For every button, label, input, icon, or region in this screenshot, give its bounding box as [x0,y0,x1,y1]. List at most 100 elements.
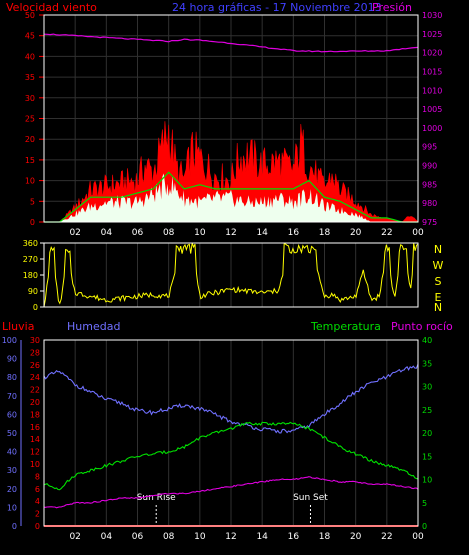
temperature-y-tick: 35 [422,359,432,368]
pressure-y-tick: 1025 [422,30,442,39]
wind-x-tick: 14 [256,228,268,238]
wind-y-tick: 45 [25,32,35,41]
wind-speed-panel: 0510152025303540455097598098599099510001… [25,11,443,238]
climate-panel: 0246810121416182022242628300102030405060… [2,336,432,542]
wind-x-tick: 20 [350,228,362,238]
temperature-y-tick: 40 [422,336,432,345]
wind-average-line [44,171,418,223]
rain-y-tick: 6 [35,485,40,494]
rain-y-tick: 24 [30,373,40,382]
humidity-y-tick: 20 [7,485,17,494]
climate-x-tick: 02 [69,532,80,542]
chart-date-title: 24 hora gráficas - 17 Noviembre 2013 [172,1,382,14]
humidity-y-tick: 90 [7,355,17,364]
climate-x-tick: 06 [132,532,144,542]
climate-x-tick: 18 [319,532,331,542]
wind-x-tick: 18 [319,228,331,238]
rain-legend: Lluvia [2,320,34,333]
wind-y-tick: 50 [25,11,35,20]
temperature-line [43,421,419,491]
rain-y-tick: 12 [30,448,40,457]
humidity-legend: Humedad [67,320,120,333]
wind-y-tick: 25 [25,115,35,124]
pressure-y-tick: 975 [422,218,437,227]
rain-y-tick: 2 [35,510,40,519]
wind-average-fill [44,173,418,222]
rain-y-tick: 4 [35,497,40,506]
climate-x-tick: 10 [194,532,206,542]
humidity-y-tick: 10 [7,503,17,512]
compass-label: W [433,259,444,272]
climate-frame [43,339,419,527]
direction-y-tick: 270 [23,255,38,264]
compass-label: N [434,243,442,256]
rain-y-tick: 20 [30,398,40,407]
pressure-y-tick: 1000 [422,124,442,133]
climate-x-tick: 16 [288,532,300,542]
pressure-y-tick: 1010 [422,86,442,95]
pressure-y-tick: 1030 [422,11,442,20]
climate-x-tick: 00 [412,532,424,542]
rain-y-tick: 28 [30,348,40,357]
temperature-legend: Temperatura [310,320,381,333]
wind-speed-title: Velocidad viento [6,1,97,14]
humidity-y-tick: 50 [7,429,17,438]
wind-x-tick: 08 [163,228,175,238]
humidity-y-tick: 40 [7,448,17,457]
temperature-y-tick: 0 [422,522,427,531]
temperature-y-tick: 30 [422,383,432,392]
humidity-y-tick: 100 [2,336,17,345]
sunset-label: Sun Set [293,493,328,503]
wind-y-tick: 15 [25,156,35,165]
rain-y-tick: 8 [35,472,40,481]
compass-label: N [434,301,442,314]
humidity-y-tick: 60 [7,410,17,419]
wind-x-tick: 16 [288,228,300,238]
rain-y-tick: 0 [35,522,40,531]
pressure-y-tick: 1005 [422,105,442,114]
pressure-y-tick: 990 [422,162,437,171]
rain-y-tick: 18 [30,410,40,419]
climate-x-tick: 14 [256,532,268,542]
pressure-y-tick: 980 [422,199,437,208]
direction-y-tick: 360 [23,239,38,248]
wind-direction-line [43,242,419,308]
wind-x-tick: 12 [225,228,236,238]
direction-y-tick: 90 [28,287,38,296]
direction-frame [43,242,419,308]
rain-y-tick: 26 [30,361,40,370]
direction-y-tick: 0 [33,303,38,312]
climate-x-tick: 22 [381,532,392,542]
sunrise-label: Sun Rise [137,493,176,503]
temperature-y-tick: 20 [422,429,432,438]
wind-y-tick: 40 [25,52,35,61]
pressure-y-tick: 995 [422,143,437,152]
rain-y-tick: 10 [30,460,40,469]
pressure-y-tick: 1015 [422,67,442,76]
wind-y-tick: 30 [25,94,35,103]
temperature-y-tick: 15 [422,452,432,461]
compass-label: E [435,291,442,304]
wind-y-tick: 10 [25,177,35,186]
climate-x-tick: 08 [163,532,175,542]
wind-x-tick: 00 [412,228,424,238]
temperature-y-tick: 10 [422,476,432,485]
humidity-y-tick: 30 [7,466,17,475]
pressure-y-tick: 1020 [422,49,442,58]
wind-y-tick: 35 [25,73,35,82]
dewpoint-line [43,476,419,509]
temperature-y-tick: 5 [422,499,427,508]
pressure-y-tick: 985 [422,180,437,189]
wind-y-tick: 0 [30,218,35,227]
rain-y-tick: 14 [30,435,40,444]
wind-y-tick: 5 [30,197,35,206]
wind-frame [43,14,419,223]
compass-label: S [435,275,442,288]
pressure-title: Presión [372,1,412,14]
wind-x-tick: 10 [194,228,206,238]
climate-x-tick: 04 [101,532,113,542]
wind-x-tick: 04 [101,228,113,238]
humidity-y-tick: 80 [7,373,17,382]
